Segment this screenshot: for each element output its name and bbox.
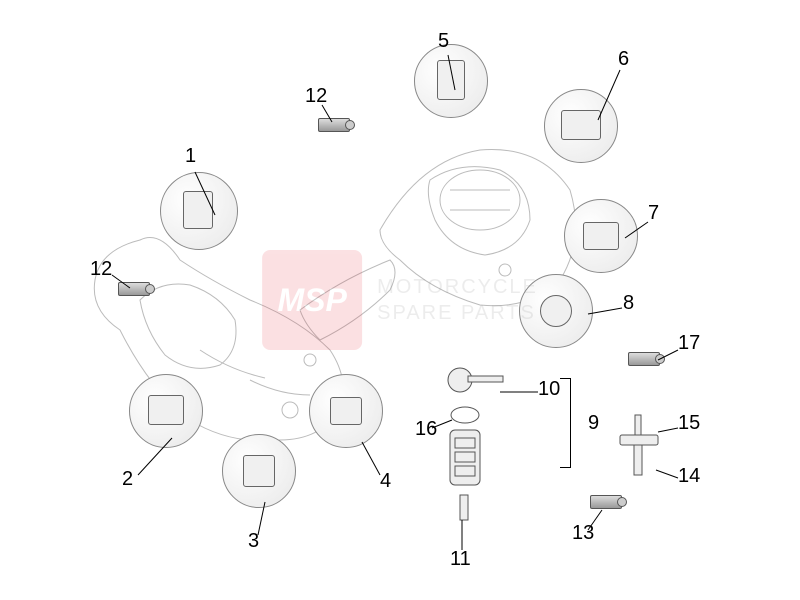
label-10: 10 xyxy=(538,378,560,401)
group-bracket-9 xyxy=(560,378,571,468)
label-11: 11 xyxy=(450,548,471,571)
screw-12-left xyxy=(118,282,150,296)
part-bubble-2 xyxy=(129,374,203,448)
label-7: 7 xyxy=(648,202,659,225)
part-bubble-6 xyxy=(544,89,618,163)
switch-icon-5 xyxy=(437,60,465,100)
label-4: 4 xyxy=(380,470,391,493)
part-bubble-4 xyxy=(309,374,383,448)
parts-diagram: MSP MOTORCYCLE SPARE PARTS 1 xyxy=(0,0,800,600)
part-bubble-8 xyxy=(519,274,593,348)
part-bubble-7 xyxy=(564,199,638,273)
label-15: 15 xyxy=(678,412,700,435)
lock-key-assembly xyxy=(410,360,530,540)
label-13: 13 xyxy=(572,522,594,545)
part-bubble-1 xyxy=(160,172,238,250)
screw-12-top xyxy=(318,118,350,132)
label-9: 9 xyxy=(588,412,599,435)
switch-icon-1 xyxy=(183,191,213,229)
label-12b: 12 xyxy=(90,258,112,281)
switch-icon-2 xyxy=(148,395,184,425)
switch-icon-7 xyxy=(583,222,619,250)
label-16: 16 xyxy=(415,418,437,441)
label-14: 14 xyxy=(678,465,700,488)
ignition-icon xyxy=(540,295,572,327)
label-8: 8 xyxy=(623,292,634,315)
label-17: 17 xyxy=(678,332,700,355)
label-12a: 12 xyxy=(305,85,327,108)
part-bubble-5 xyxy=(414,44,488,118)
switch-icon-6 xyxy=(561,110,601,140)
handlebar-body-outline xyxy=(0,0,800,600)
label-1: 1 xyxy=(185,145,196,168)
screw-13 xyxy=(590,495,622,509)
switch-icon-3 xyxy=(243,455,275,487)
part-bubble-3 xyxy=(222,434,296,508)
label-2: 2 xyxy=(122,468,133,491)
switch-icon-4 xyxy=(330,397,362,425)
sensor-bracket xyxy=(610,410,670,490)
label-6: 6 xyxy=(618,48,629,71)
label-3: 3 xyxy=(248,530,259,553)
screw-17 xyxy=(628,352,660,366)
label-5: 5 xyxy=(438,30,449,53)
